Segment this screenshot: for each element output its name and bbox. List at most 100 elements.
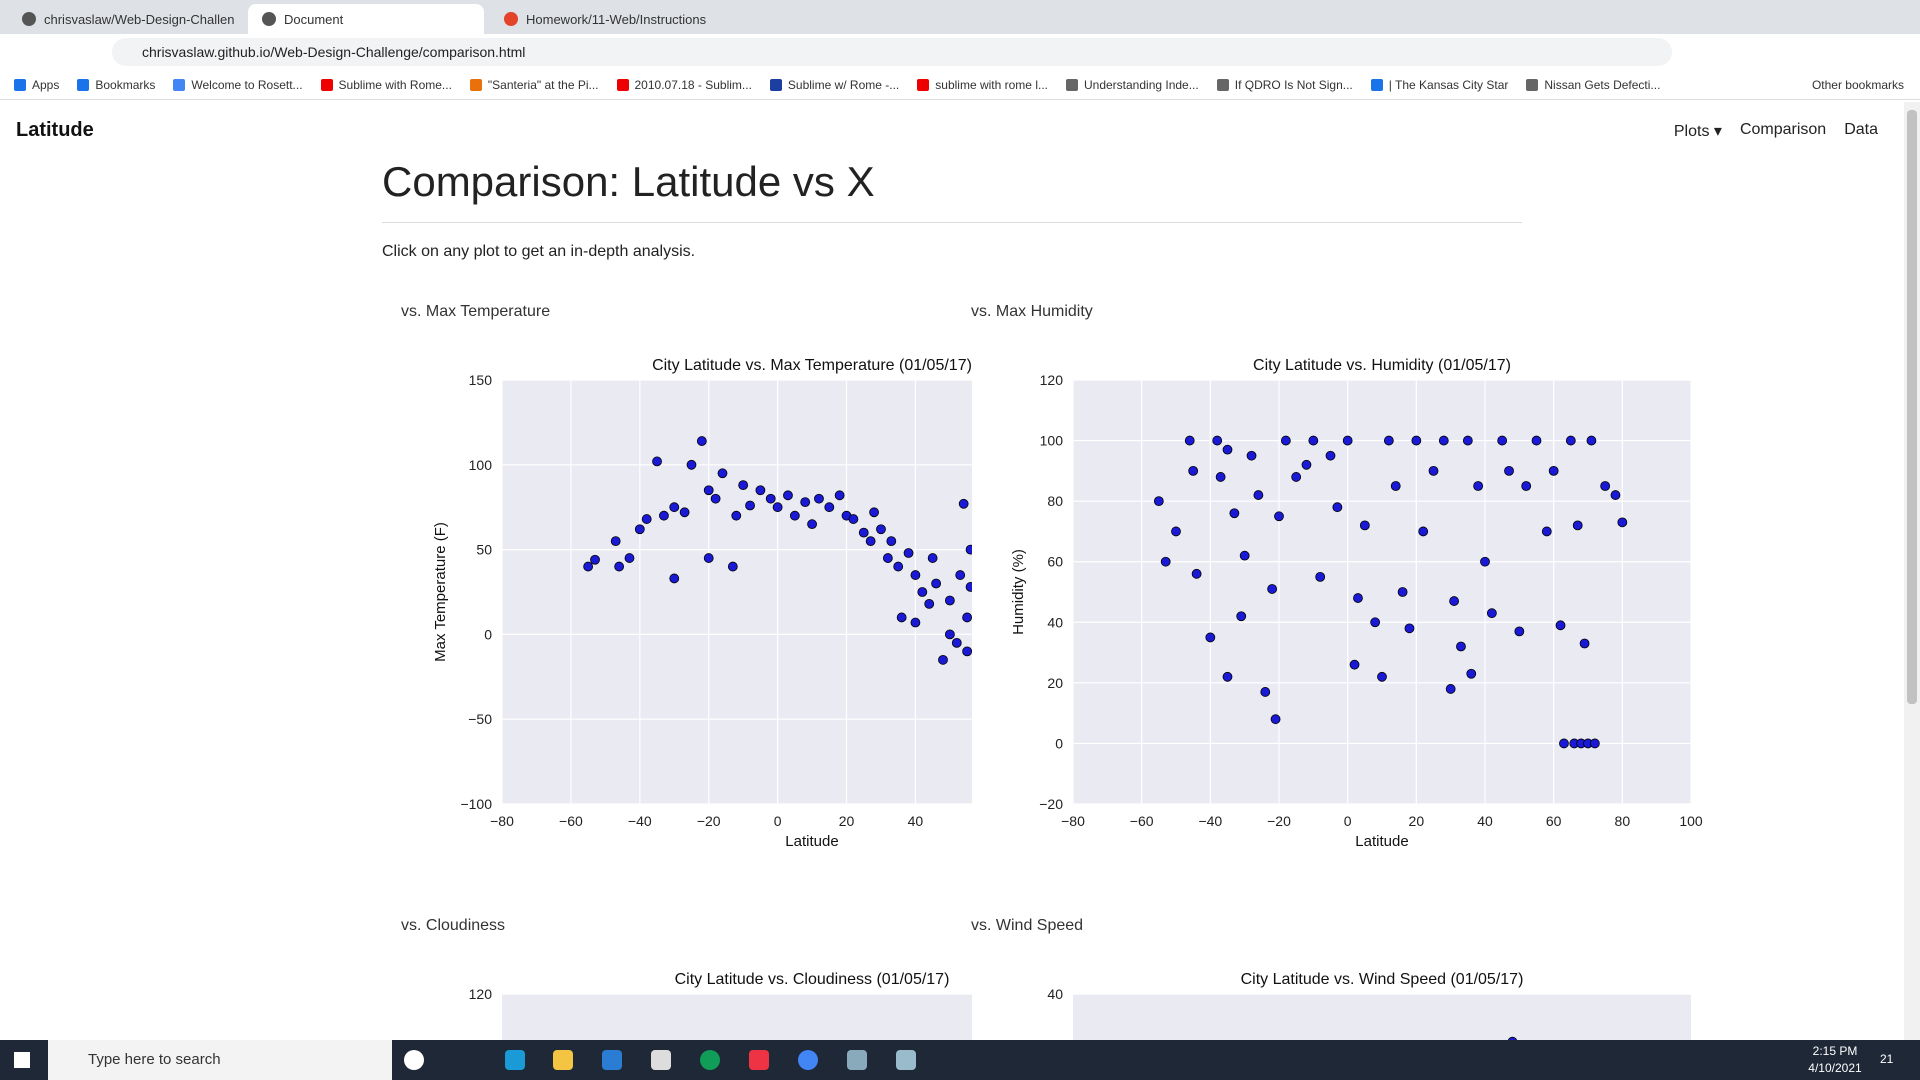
clock[interactable]: 2:15 PM 4/10/2021 (1800, 1044, 1870, 1075)
divider (382, 222, 1522, 223)
bookmark[interactable]: Nissan Gets Defecti... (1526, 78, 1660, 92)
bookmark[interactable]: 2010.07.18 - Sublim... (616, 78, 752, 92)
app-icon[interactable] (505, 1050, 525, 1070)
point (1397, 587, 1408, 597)
point (1497, 435, 1508, 446)
section-label: vs. Wind Speed (971, 917, 1084, 934)
x-tick-label: −60 (1130, 813, 1154, 829)
app-icon[interactable] (798, 1050, 818, 1070)
point (1332, 502, 1343, 513)
bookmark-text: | The Kansas City Star (1388, 77, 1509, 92)
bookmark[interactable]: If QDRO Is Not Sign... (1216, 78, 1353, 92)
bookmark-icon (769, 78, 782, 91)
url[interactable]: chrisvaslaw.github.io/Web-Design-Challen… (112, 38, 1672, 66)
point (1246, 450, 1257, 461)
section-label: vs. Max Humidity (971, 303, 1093, 320)
brand[interactable]: Latitude (16, 119, 94, 141)
point (1222, 444, 1233, 455)
x-tick-label: −60 (559, 813, 583, 829)
point (917, 587, 928, 597)
point (962, 646, 972, 657)
point (772, 502, 783, 513)
bookmarks-bar: Apps Bookmarks Welcome to Rosett... Sublime… (0, 70, 1920, 100)
app-icon[interactable] (896, 1050, 916, 1070)
point (1267, 584, 1278, 594)
app-icon[interactable] (553, 1050, 573, 1070)
bookmark[interactable]: Sublime w/ Rome -... (769, 78, 899, 92)
bookmark[interactable]: Apps (14, 78, 59, 92)
point (965, 582, 972, 592)
bookmark[interactable]: Sublime with Rome... (320, 78, 452, 92)
chart: City Latitude vs. Wind Speed (01/05/17) 4… (1047, 971, 1691, 1040)
bookmark[interactable]: Understanding Inde... (1065, 78, 1199, 92)
app-icon[interactable] (847, 1050, 867, 1070)
x-tick-label: 0 (774, 813, 782, 829)
notifications[interactable]: 21 (1880, 1052, 1894, 1066)
point (1160, 556, 1171, 567)
tab[interactable]: Document (248, 4, 484, 34)
app-icon[interactable] (700, 1050, 720, 1070)
nav-text: Plots (1673, 123, 1710, 140)
bookmark[interactable]: | The Kansas City Star (1370, 77, 1509, 92)
point (755, 485, 766, 496)
x-tick-label: −20 (1267, 813, 1291, 829)
point (1617, 517, 1628, 528)
scrollbar-thumb[interactable] (1907, 110, 1917, 704)
bookmark-text: sublime with rome l... (935, 77, 1048, 92)
y-tick-label: 0 (484, 626, 492, 642)
point (1239, 550, 1250, 561)
point (710, 493, 721, 504)
bookmark-icon (14, 78, 26, 91)
bookmark-text: Apps (32, 77, 60, 92)
point (1504, 465, 1514, 476)
point (1205, 632, 1216, 643)
tab[interactable]: Homework/11-Web/Instructions (490, 4, 726, 34)
search-box[interactable]: Type here to search (48, 1040, 392, 1080)
point (1229, 508, 1240, 519)
x-axis-label: Latitude (785, 833, 838, 850)
y-tick-label: −100 (460, 796, 492, 812)
point (1349, 659, 1360, 670)
app-icon[interactable] (651, 1050, 671, 1070)
point (669, 573, 680, 584)
y-tick-label: 150 (469, 372, 493, 388)
point (1531, 435, 1542, 446)
point (1600, 481, 1611, 491)
section-label: vs. Max Temperature (401, 303, 551, 320)
point (1184, 435, 1195, 446)
x-tick-label: 80 (1615, 813, 1631, 829)
x-tick-label: 60 (1546, 813, 1562, 829)
y-tick-label: 120 (1040, 372, 1064, 388)
point (783, 490, 793, 501)
bookmark[interactable]: Welcome to Rosett... (173, 77, 303, 92)
app-icon[interactable] (749, 1050, 769, 1070)
point (610, 536, 621, 547)
bookmark[interactable]: Bookmarks (77, 78, 155, 92)
point (965, 544, 972, 555)
tab[interactable]: chrisvaslaw/Web-Design-Challen (8, 4, 248, 34)
point (679, 507, 690, 518)
y-tick-label: −50 (468, 711, 492, 727)
plot-area (1073, 380, 1691, 804)
point (962, 612, 972, 623)
point (659, 510, 669, 521)
bookmark-icon (1526, 78, 1539, 91)
nav-link[interactable]: Plots ▾ (1673, 123, 1722, 140)
bookmark[interactable]: sublime with rome l... (917, 78, 1048, 92)
app-icon[interactable] (404, 1050, 424, 1070)
y-tick-label: 40 (1047, 614, 1063, 630)
y-tick-label: 35 (1047, 1039, 1063, 1040)
point (669, 502, 680, 513)
point (1572, 520, 1583, 531)
point (727, 561, 738, 572)
bookmark[interactable]: "Santeria" at the Pi... (469, 77, 599, 92)
nav-link[interactable]: Comparison (1739, 121, 1827, 138)
bookmark-text: Nissan Gets Defecti... (1544, 77, 1661, 92)
app-icon[interactable] (602, 1050, 622, 1070)
bookmark-text: Welcome to Rosett... (191, 77, 303, 92)
bookmark-text: "Santeria" at the Pi... (487, 77, 599, 92)
other-bookmarks[interactable]: Other bookmarks (1811, 77, 1904, 92)
nav-link[interactable]: Data (1844, 121, 1878, 138)
point (641, 514, 652, 524)
start-button[interactable] (14, 1052, 30, 1068)
